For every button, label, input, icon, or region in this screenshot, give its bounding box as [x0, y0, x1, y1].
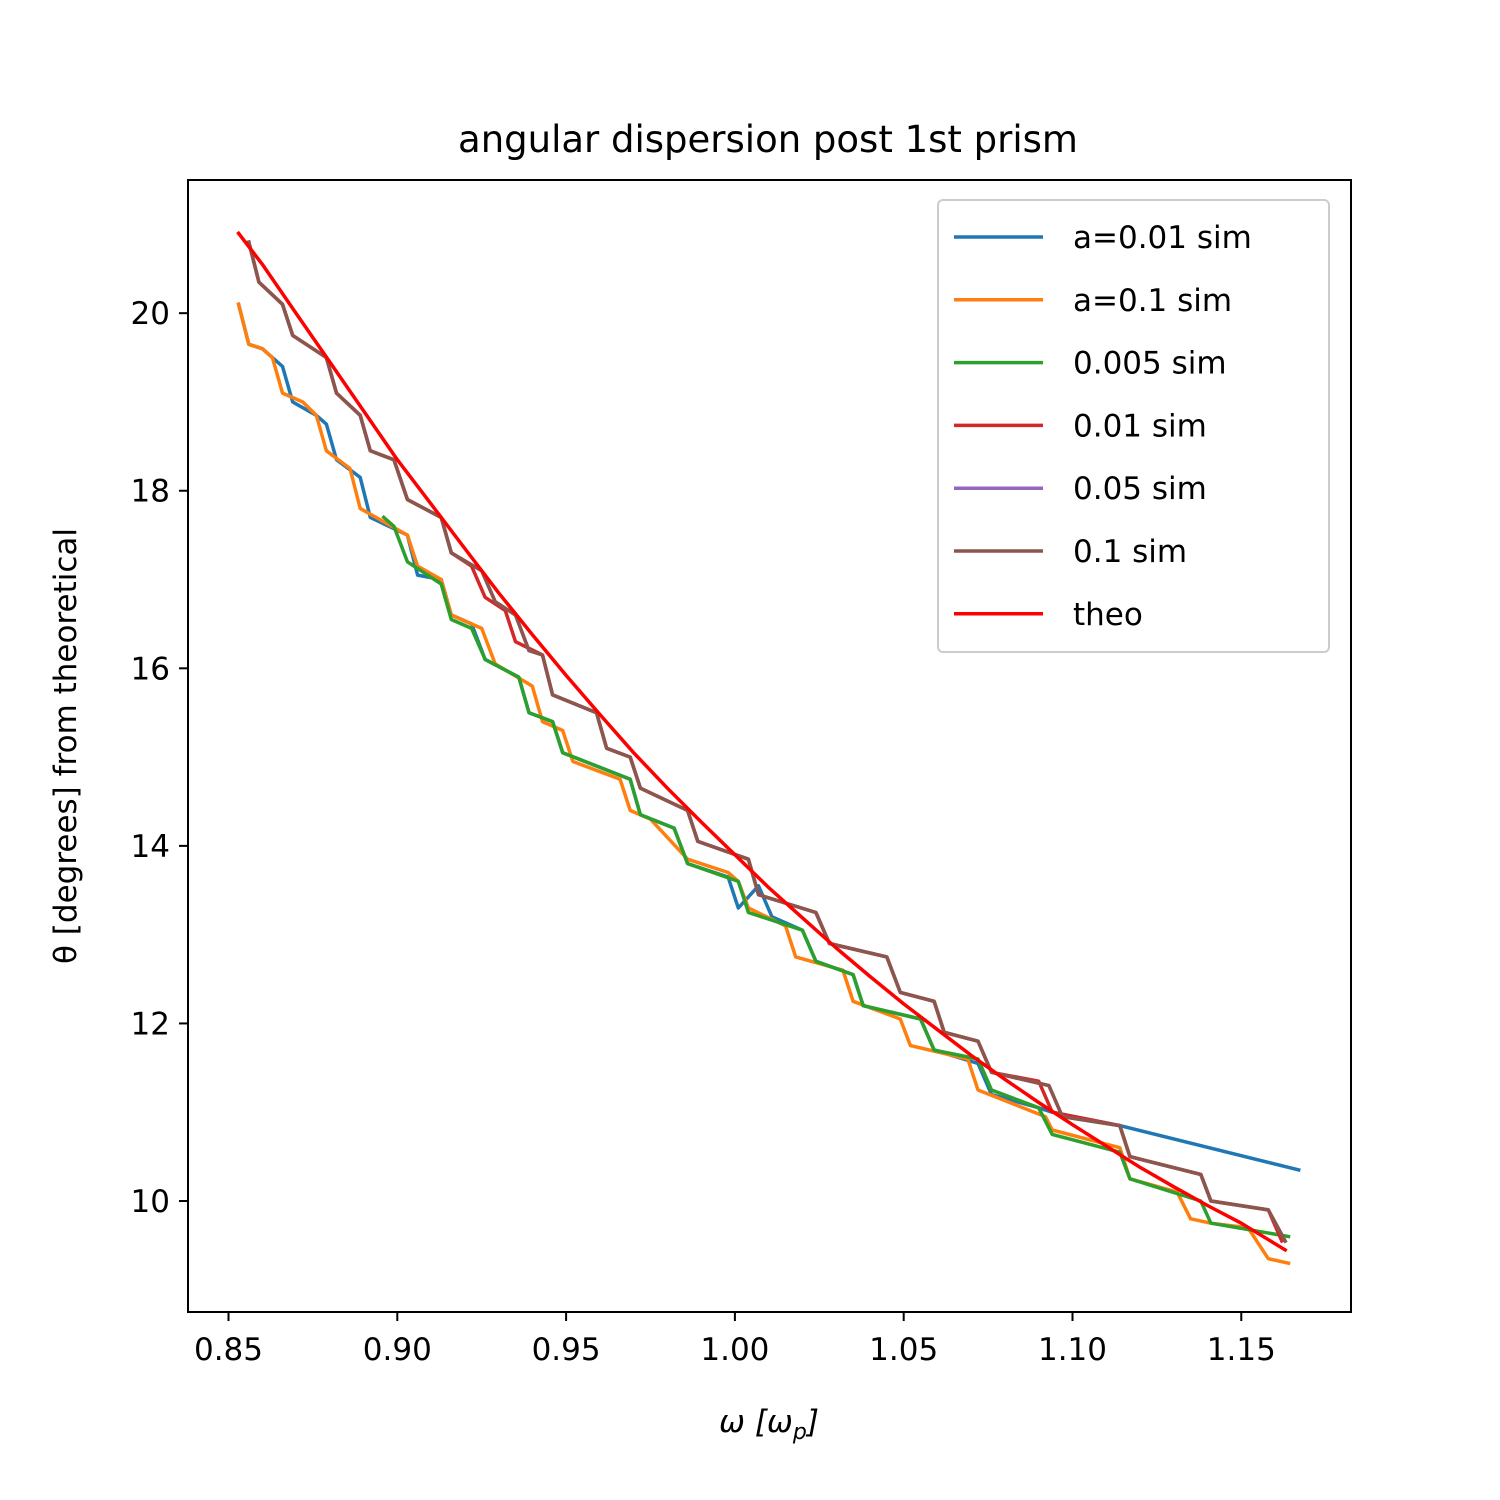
y-tick-label: 20: [131, 296, 170, 332]
legend-label-a-0-1-sim: a=0.1 sim: [1073, 283, 1232, 319]
x-tick-label: 0.90: [363, 1332, 432, 1368]
legend-label-0-01-sim: 0.01 sim: [1073, 408, 1207, 444]
series-layer: [236, 230, 1301, 1266]
legend-box: [937, 199, 1330, 653]
x-tick-label: 0.95: [532, 1332, 601, 1368]
y-tick-label: 18: [131, 474, 170, 510]
y-axis: 10 12 14 16 18 20: [131, 296, 188, 1220]
y-tick-label: 16: [131, 651, 170, 687]
x-tick-label: 1.10: [1038, 1332, 1107, 1368]
x-tick-label: 1.15: [1207, 1332, 1276, 1368]
legend-label-a-0-01-sim: a=0.01 sim: [1073, 220, 1252, 256]
series-line-0-1-sim: [246, 239, 1288, 1244]
legend-label-0-1-sim: 0.1 sim: [1073, 534, 1187, 570]
y-tick-label: 12: [131, 1006, 170, 1042]
legend: a=0.01 sim a=0.1 sim 0.005 sim 0.01 sim 0.05…: [937, 199, 1330, 653]
legend-label-0-05-sim: 0.05 sim: [1073, 471, 1207, 507]
x-tick-label: 1.00: [700, 1332, 769, 1368]
y-axis-label: θ [degrees] from theoretical: [48, 528, 84, 964]
legend-label-0-005-sim: 0.005 sim: [1073, 346, 1227, 382]
y-tick-label: 14: [131, 829, 170, 865]
series-line-theo: [236, 230, 1288, 1253]
x-tick-label: 0.85: [194, 1332, 263, 1368]
series-line-0-005-sim: [381, 514, 1291, 1239]
legend-label-theo: theo: [1073, 597, 1143, 633]
chart-title: angular dispersion post 1st prism: [458, 118, 1078, 161]
x-tick-label: 1.05: [869, 1332, 938, 1368]
y-tick-label: 10: [131, 1184, 170, 1220]
x-axis: 0.85 0.90 0.95 1.00 1.05 1.10 1.15: [194, 1312, 1276, 1368]
plot-frame: [187, 179, 1352, 1313]
